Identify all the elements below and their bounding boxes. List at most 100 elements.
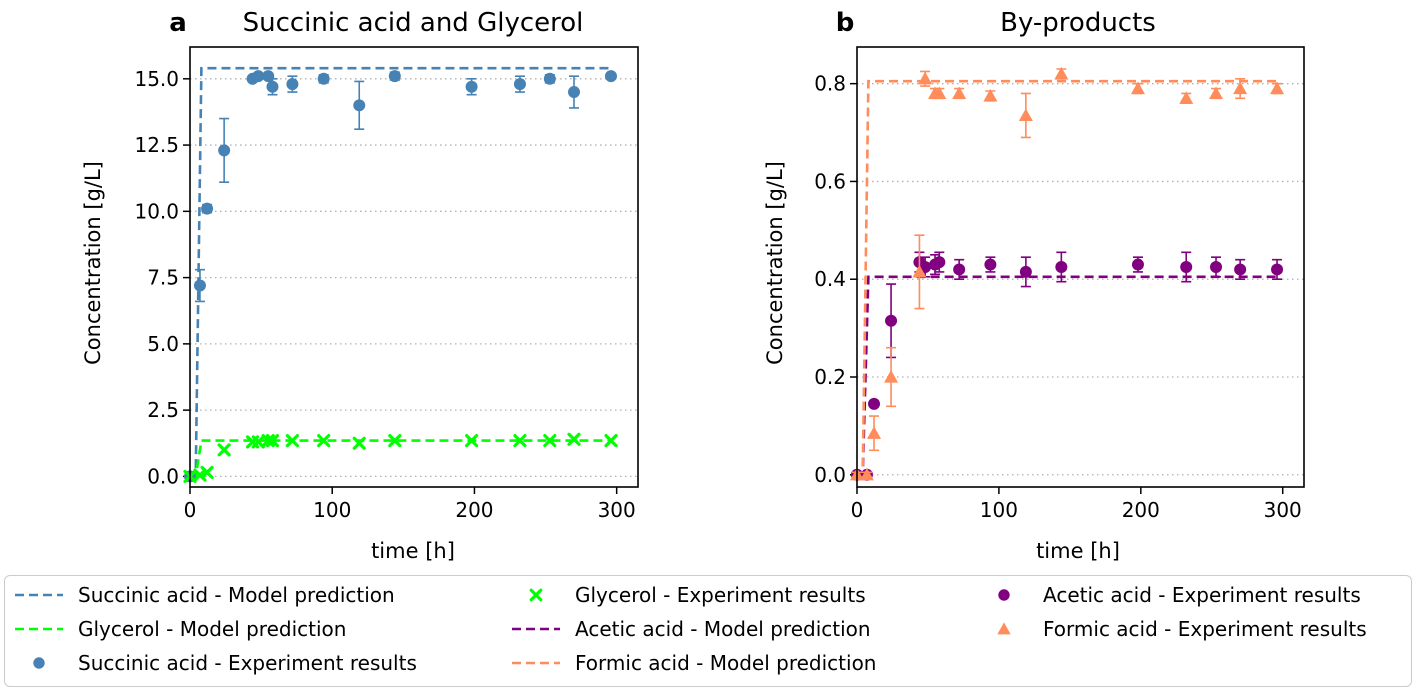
panel-b-acetic-acid-experiment-results-point [953,263,966,276]
panel-a-glycerol-experiment-results-point [285,434,299,448]
panel-a-axes-frame [189,46,639,488]
panel-a-succinic-acid-experiment-results-point [193,279,206,292]
panel-a-succinic-acid-experiment-results-point [201,202,214,215]
panel-a-x-tick-label: 100 [313,498,351,522]
panel-a-succinic-acid-experiment-results-point [286,78,299,91]
panel-b-x-tick-label: 0 [851,498,864,522]
panel-b-formic-acid-experiment-results-point [1233,81,1248,95]
panel-b-letter: b [836,8,855,38]
panel-b-acetic-acid-experiment-results-point [933,256,946,269]
legend-formic-acid-experiment-results-swatch [997,622,1011,635]
panel-a-x-axis-label: time [h] [371,539,455,563]
panel-b-formic-acid-experiment-results-point [884,370,899,383]
legend-succinic-acid-experiment-results-swatch [33,657,45,669]
panel-a-x-tick-label: 0 [184,498,197,522]
panel-a-glycerol-experiment-results-point [317,434,331,448]
panel-a-glycerol-experiment-results-point [513,434,527,448]
panel-b-acetic-acid-experiment-results-point [1210,261,1223,273]
panel-a-succinic-acid-experiment-results-point [252,70,265,83]
panel-a-letter: a [169,8,187,38]
panel-b-axes-frame [856,46,1305,488]
legend: Succinic acid - Model prediction Glycerol… [4,575,1412,687]
panel-a-glycerol-experiment-results-point [200,465,214,480]
panel-a-glycerol-experiment-results-point [217,443,231,457]
panel-a-y-tick-label: 7.5 [147,266,179,290]
panel-b-acetic-acid-experiment-results-point [984,258,997,271]
legend-succinic-acid-model-prediction-label: Succinic acid - Model prediction [78,583,395,607]
panel-b-formic-acid-experiment-results-point [859,467,874,481]
panel-a-glycerol-experiment-results-point [543,434,557,448]
legend-glycerol-experiment-results-label: Glycerol - Experiment results [575,583,866,607]
panel-a-y-tick-label: 15.0 [134,67,179,91]
panel-b-acetic-acid-experiment-results-point [1131,258,1144,271]
panel-b-x-tick-label: 100 [980,498,1018,522]
panel-a-succinic-acid-experiment-results-point [317,72,330,85]
panel-b-x-tick-label: 200 [1122,498,1160,522]
panel-a-glycerol-experiment-results-point [261,434,275,448]
legend-canvas: Succinic acid - Model prediction Glycerol… [15,583,1367,675]
panel-a-plot: 0.0 2.5 5.0 7.5 10.0 12.5 15.0 0 100 200 300 [134,46,639,522]
panel-b-formic-acid-experiment-results-point [918,71,933,85]
panel-a-succinic-acid-experiment-results-point [513,78,526,91]
panel-a-y-tick-label: 0.0 [147,464,179,488]
panel-b-y-tick-label: 0.8 [814,72,846,96]
legend-formic-acid-experiment-results-label: Formic acid - Experiment results [1043,617,1367,641]
legend-items: Succinic acid - Model prediction Glycerol… [15,583,1367,675]
panel-b-acetic-acid-experiment-results-point [1234,263,1247,276]
panel-b-y-tick-label: 0.0 [814,463,846,487]
panel-a-x-tick-label: 200 [455,498,493,522]
legend-acetic-acid-model-prediction-label: Acetic acid - Model prediction [575,617,871,641]
panel-b-formic-acid-experiment-results-point [1018,108,1033,122]
panel-b-acetic-acid-experiment-results-point [1180,261,1193,273]
panel-b-formic-acid-experiment-results-point [952,86,967,100]
panel-b-formic-acid-experiment-results-point [1209,86,1224,100]
panel-a-succinic-acid-experiment-results-point [604,70,617,83]
panel-a-y-tick-label: 12.5 [134,133,179,157]
legend-glycerol-experiment-results-swatch [529,588,543,602]
panel-a-y-tick-label: 2.5 [147,398,179,422]
panel-b-formic-acid-experiment-results-point [1054,66,1069,80]
panel-b-acetic-acid-experiment-results-point [1055,261,1068,273]
panel-a-y-tick-label: 5.0 [147,332,179,356]
panel-b-title: By-products [1000,8,1156,38]
panel-b-x-tick-label: 300 [1264,498,1302,522]
legend-acetic-acid-experiment-results-swatch [998,589,1010,601]
panel-b-formic-acid-experiment-results-point [1270,81,1285,95]
panel-b-acetic-acid-experiment-results-point [1019,265,1032,278]
legend-acetic-acid-experiment-results-label: Acetic acid - Experiment results [1043,583,1361,607]
panel-a-glycerol-experiment-results-point [604,434,618,448]
panel-b-formic-acid-experiment-results-point [932,86,947,100]
panel-b-formic-acid-experiment-results-point [983,88,998,102]
panel-a-glycerol-experiment-results-point [465,434,479,448]
legend-succinic-acid-experiment-results-label: Succinic acid - Experiment results [78,651,417,675]
panel-b-y-tick-label: 0.6 [814,169,846,193]
panel-a-y-axis-label: Concentration [g/L] [81,161,105,365]
panel-b-acetic-acid-experiment-results-point [1271,263,1284,276]
panel-a-succinic-acid-model-prediction-line [190,66,611,478]
panel-a-succinic-acid-experiment-results-point [543,72,556,85]
legend-formic-acid-model-prediction-label: Formic acid - Model prediction [575,651,876,675]
panel-a-y-tick-label: 10.0 [134,199,179,223]
panel-a-succinic-acid-experiment-results-point [218,144,231,157]
panel-a: a Succinic acid and Glycerol time [h] Co… [81,8,639,563]
panel-b-y-tick-label: 0.4 [814,267,846,291]
panel-b-x-axis-label: time [h] [1036,539,1120,563]
panel-a-glycerol-experiment-results-point [265,434,280,448]
panel-a-title: Succinic acid and Glycerol [243,8,584,38]
panel-a-glycerol-experiment-results-point [251,435,265,449]
panel-a-succinic-acid-experiment-results-point [353,99,366,112]
panel-a-x-tick-label: 300 [598,498,636,522]
panel-a-glycerol-experiment-results-point [567,432,581,446]
panel-b-acetic-acid-experiment-results-point [868,397,881,410]
panel-a-glycerol-experiment-results-point [352,436,366,450]
panel-b: b By-products time [h] Concentration [g/… [763,8,1305,563]
panel-a-succinic-acid-experiment-results-point [465,80,478,93]
panel-a-glycerol-experiment-results-point [388,434,402,448]
panel-b-acetic-acid-experiment-results-point [885,314,898,327]
panel-b-formic-acid-experiment-results-point [912,264,927,278]
panel-b-y-axis-label: Concentration [g/L] [763,161,787,365]
panel-a-succinic-acid-experiment-results-point [568,86,580,99]
legend-glycerol-model-prediction-label: Glycerol - Model prediction [78,617,346,641]
panel-b-formic-acid-experiment-results-point [1179,91,1194,104]
panel-a-succinic-acid-experiment-results-point [388,70,401,83]
